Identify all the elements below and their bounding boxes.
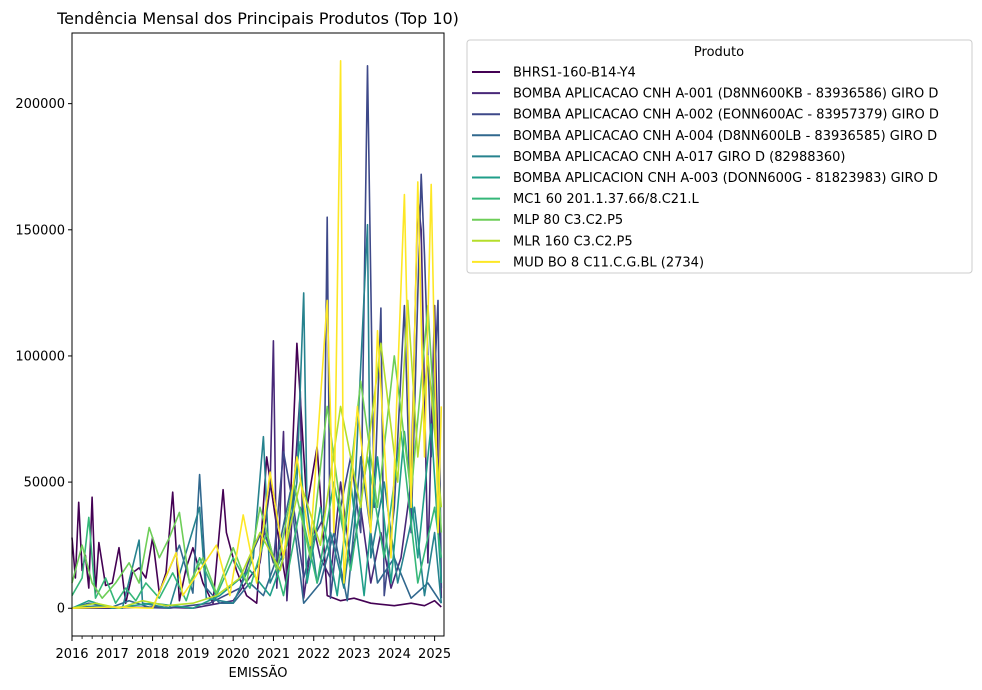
- y-tick-label: 50000: [24, 476, 65, 491]
- chart-title: Tendência Mensal dos Principais Produtos…: [56, 9, 459, 28]
- legend-title: Produto: [694, 45, 744, 60]
- legend-label: BOMBA APLICACAO CNH A-017 GIRO D (829883…: [513, 150, 845, 165]
- plot-lines: [71, 60, 443, 609]
- legend-label: MC1 60 201.1.37.66/8.C21.L: [513, 192, 699, 207]
- y-tick-label: 200000: [15, 97, 65, 112]
- x-axis: 2016 2017 2018 2019 2020 2021 2022 2023 2024 2025: [55, 636, 451, 662]
- legend-label: MLR 160 C3.C2.P5: [513, 234, 633, 249]
- legend: Produto BHRS1-160-B14-Y4 BOMBA APLICACAO …: [466, 39, 973, 274]
- series-line-1: [71, 342, 442, 608]
- series-line-6: [71, 423, 443, 609]
- x-tick-label: 2021: [257, 647, 290, 662]
- legend-label: BHRS1-160-B14-Y4: [513, 66, 636, 81]
- x-tick-label: 2024: [378, 647, 411, 662]
- legend-label: MUD BO 8 C11.C.G.BL (2734): [513, 255, 704, 270]
- x-axis-label: EMISSÃO: [229, 665, 288, 681]
- x-tick-label: 2022: [297, 647, 330, 662]
- x-tick-label: 2017: [96, 647, 129, 662]
- legend-label: BOMBA APLICACAO CNH A-004 (D8NN600LB - 8…: [513, 129, 937, 144]
- x-tick-label: 2020: [217, 647, 250, 662]
- y-axis: 0 50000 100000 150000 200000: [15, 97, 72, 617]
- series-line-9: [71, 299, 443, 609]
- plot-frame: [71, 32, 445, 637]
- legend-entries: BHRS1-160-B14-Y4 BOMBA APLICACAO CNH A-00…: [472, 66, 939, 270]
- legend-frame: [466, 39, 973, 274]
- y-tick-label: 100000: [15, 349, 65, 364]
- x-tick-label: 2023: [337, 647, 370, 662]
- legend-label: BOMBA APLICACION CNH A-003 (DONN600G - 8…: [513, 171, 938, 186]
- series-line-8: [71, 304, 443, 599]
- legend-label: MLP 80 C3.C2.P5: [513, 213, 623, 228]
- x-tick-label: 2019: [176, 647, 209, 662]
- legend-label: BOMBA APLICACAO CNH A-002 (EONN600AC - 8…: [513, 108, 939, 123]
- x-tick-label: 2016: [55, 647, 88, 662]
- y-tick-label: 0: [57, 602, 65, 617]
- series-line-5: [71, 223, 443, 609]
- series-line-10: [71, 60, 443, 609]
- x-tick-label: 2018: [136, 647, 169, 662]
- legend-label: BOMBA APLICACAO CNH A-001 (D8NN600KB - 8…: [513, 87, 938, 102]
- y-tick-label: 150000: [15, 223, 65, 238]
- x-tick-label: 2025: [418, 647, 451, 662]
